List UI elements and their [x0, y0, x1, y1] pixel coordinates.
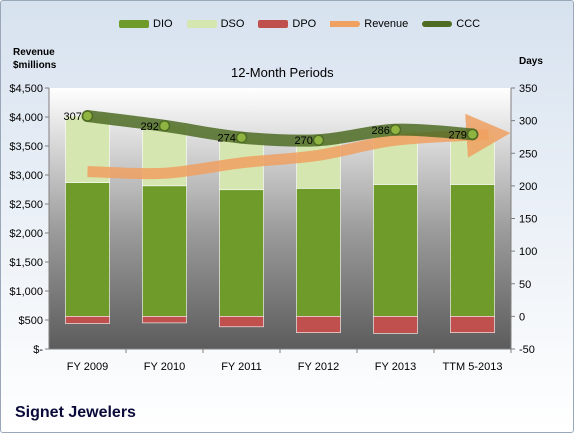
legend-swatch-dpo: [258, 20, 289, 28]
bar-dpo-3: [296, 316, 341, 333]
right-tick-label-0: -50: [519, 344, 535, 356]
left-tick-label-0: $-: [33, 344, 43, 356]
ccc-data-label-1: 292: [141, 121, 159, 133]
left-tick-label-5: $2,500: [9, 199, 43, 211]
legend-swatch-dio: [119, 20, 149, 28]
left-tick-label-8: $4,000: [9, 112, 43, 124]
chart-title: 12-Month Periods: [231, 65, 334, 80]
ccc-point-4: [389, 124, 402, 136]
bar-dpo-2: [219, 316, 264, 328]
legend-item-ccc: CCC: [422, 18, 480, 30]
right-tick-label-5: 200: [519, 181, 537, 193]
legend-swatch-ccc: [422, 21, 453, 27]
legend-label-revenue: Revenue: [364, 18, 409, 30]
bar-dio-4: [373, 184, 418, 317]
left-tick-label-7: $3,500: [9, 141, 43, 153]
ccc-data-label-0: 307: [64, 111, 82, 123]
chart-legend: DIO DSO DPO Revenue CCC: [119, 15, 494, 33]
right-axis-title: Days: [519, 56, 543, 67]
left-tick-label-2: $1,000: [9, 286, 43, 298]
ccc-data-label-2: 274: [218, 133, 236, 145]
ccc-data-label-5: 279: [449, 129, 467, 141]
bar-dio-1: [142, 185, 187, 317]
right-tick-label-4: 150: [519, 214, 537, 226]
bar-dpo-5: [450, 316, 495, 333]
bar-dio-0: [65, 182, 110, 317]
company-name: Signet Jewelers: [15, 404, 136, 421]
legend-label-dso: DSO: [220, 18, 245, 30]
legend-swatch-revenue: [330, 21, 361, 27]
bar-dpo-0: [65, 316, 110, 324]
left-tick-label-6: $3,000: [9, 170, 43, 182]
bar-dso-5: [450, 134, 495, 185]
ccc-point-3: [312, 134, 325, 146]
x-tick-label-2: FY 2011: [221, 361, 262, 373]
left-axis-title: Revenue $millions: [13, 47, 57, 71]
right-tick-label-3: 100: [519, 246, 537, 258]
bar-dpo-1: [142, 316, 187, 324]
x-tick-label-5: TTM 5-2013: [443, 361, 503, 373]
legend-label-dpo: DPO: [292, 18, 317, 30]
left-tick-label-3: $1,500: [9, 257, 43, 269]
ccc-data-label-3: 270: [295, 135, 313, 147]
ccc-point-1: [158, 120, 171, 132]
left-tick-label-4: $2,000: [9, 228, 43, 240]
legend-item-revenue: Revenue: [330, 18, 408, 30]
ccc-data-label-4: 286: [372, 125, 390, 137]
left-tick-label-9: $4,500: [9, 83, 43, 95]
right-tick-label-7: 300: [519, 116, 537, 128]
bar-dpo-4: [373, 316, 418, 334]
legend-label-dio: DIO: [153, 18, 173, 30]
legend-swatch-dso: [186, 20, 217, 28]
legend-item-dio: DIO: [119, 18, 173, 30]
legend-label-ccc: CCC: [456, 18, 481, 30]
x-tick-label-0: FY 2009: [67, 361, 108, 373]
x-tick-label-4: FY 2013: [375, 361, 416, 373]
ccc-point-2: [235, 131, 248, 144]
left-tick-label-1: $500: [19, 315, 43, 327]
ccc-point-5: [466, 128, 479, 141]
legend-item-dso: DSO: [186, 18, 245, 30]
bar-dio-2: [219, 189, 264, 317]
right-tick-label-8: 350: [519, 83, 537, 95]
bar-dio-3: [296, 188, 341, 317]
right-tick-label-2: 50: [519, 279, 531, 291]
ccc-line: [81, 110, 479, 147]
revenue-line: [87, 113, 511, 180]
legend-item-dpo: DPO: [258, 18, 316, 30]
x-tick-label-1: FY 2010: [144, 361, 185, 373]
bar-dio-5: [450, 184, 495, 317]
right-tick-label-1: 0: [519, 311, 525, 323]
x-tick-label-3: FY 2012: [298, 361, 339, 373]
ccc-point-0: [81, 110, 94, 122]
right-tick-label-6: 250: [519, 148, 537, 160]
